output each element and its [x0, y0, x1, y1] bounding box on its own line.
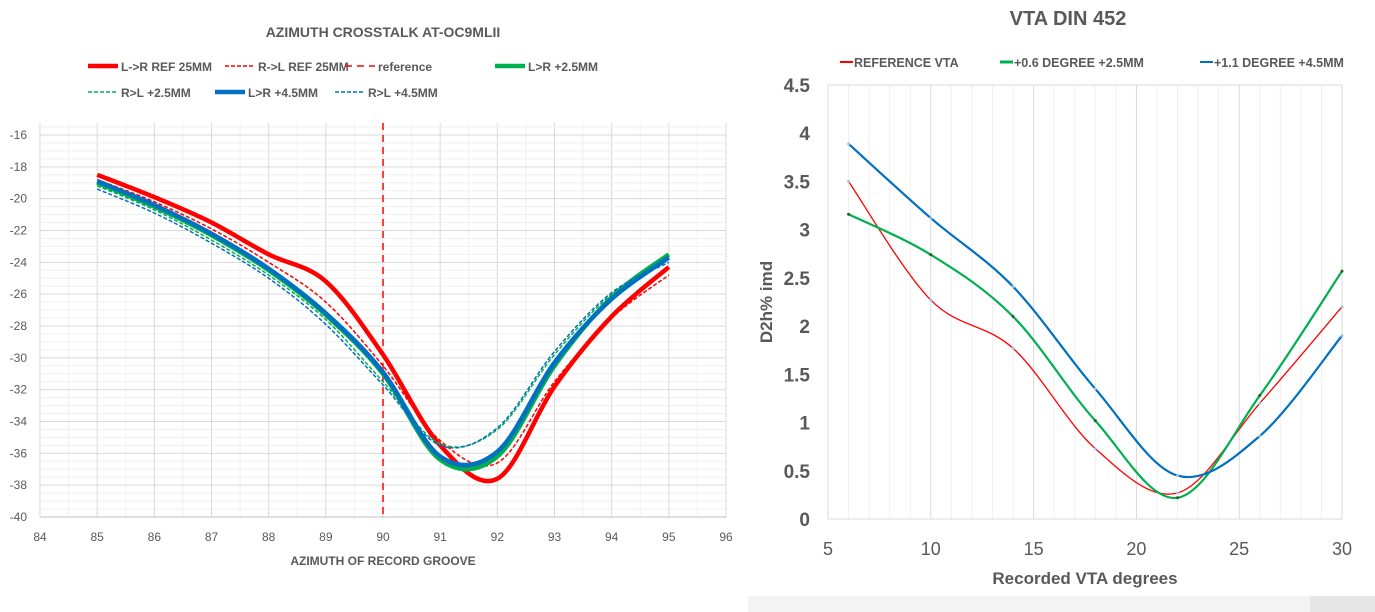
- legend-label: R>L +4.5MM: [368, 86, 438, 100]
- x-tick-label: 5: [823, 539, 833, 559]
- data-point: [1011, 314, 1015, 318]
- data-point: [1340, 334, 1344, 338]
- data-point: [1011, 346, 1015, 350]
- x-axis-title: AZIMUTH OF RECORD GROOVE: [290, 554, 475, 568]
- x-tick-label: 89: [319, 530, 333, 544]
- legend-label: R>L +2.5MM: [121, 86, 191, 100]
- y-tick-label: -32: [10, 383, 28, 397]
- data-point: [1011, 285, 1015, 289]
- y-tick-label: -28: [10, 319, 28, 333]
- y-tick-label: 0.5: [784, 462, 811, 483]
- x-tick-label: 30: [1332, 539, 1352, 559]
- x-tick-label: 88: [262, 530, 276, 544]
- x-axis-title: Recorded VTA degrees: [992, 569, 1177, 588]
- x-tick-label: 10: [921, 539, 941, 559]
- legend-label: REFERENCE VTA: [854, 56, 959, 70]
- legend-label: L->R REF 25MM: [121, 60, 212, 74]
- series-line-6: [96, 188, 670, 449]
- x-tick-label: 87: [205, 530, 219, 544]
- vta-chart: 5 10 15 20 25 30 0 0.5 1 1.5 2 2.5 3 3.5 4 4.5 VTA DIN 4…: [757, 8, 1352, 588]
- legend-label: L>R +4.5MM: [248, 86, 318, 100]
- y-axis-title: D2h% imd: [757, 261, 776, 343]
- data-point: [1340, 269, 1344, 273]
- data-point: [1093, 419, 1097, 423]
- series-line-1: [96, 178, 670, 467]
- series-line-0: [96, 172, 671, 484]
- bottom-strip: [748, 596, 1375, 612]
- x-tick-label: 90: [376, 530, 390, 544]
- x-tick-label: 96: [719, 530, 733, 544]
- scroll-corner: [1310, 596, 1375, 612]
- x-tick-label: 95: [662, 530, 676, 544]
- y-tick-label: 4.5: [784, 76, 811, 97]
- azimuth-chart: 84 85 86 87 88 89 90 91 92 93 94 95 96 -16 -18 -20 -22 -2…: [10, 24, 733, 568]
- y-tick-label: -30: [10, 351, 28, 365]
- y-tick-label: 3.5: [784, 172, 811, 193]
- legend-label: +0.6 DEGREE +2.5MM: [1014, 56, 1144, 70]
- data-point: [1093, 387, 1097, 391]
- y-tick-label: 2.5: [784, 269, 811, 290]
- x-tick-label: 92: [491, 530, 505, 544]
- legend-label: R->L REF 25MM: [258, 60, 349, 74]
- x-tick-label: 86: [148, 530, 162, 544]
- y-tick-label: 1: [799, 414, 810, 435]
- data-point: [1176, 474, 1180, 478]
- y-tick-label: -18: [10, 160, 28, 174]
- legend-label: +1.1 DEGREE +4.5MM: [1214, 56, 1344, 70]
- y-tick-label: -34: [10, 415, 28, 429]
- y-tick-label: 0: [799, 510, 810, 531]
- series-line-5: [96, 179, 671, 468]
- y-tick-label: 4: [799, 124, 810, 145]
- y-tick-label: -22: [10, 224, 28, 238]
- y-tick-label: -26: [10, 287, 28, 301]
- data-point: [929, 298, 933, 302]
- data-point: [1340, 305, 1344, 309]
- series-line-4: [96, 185, 670, 448]
- x-tick-label: 94: [605, 530, 619, 544]
- x-tick-label: 84: [33, 530, 47, 544]
- chart-title: VTA DIN 452: [1010, 8, 1127, 30]
- data-point: [1176, 491, 1180, 495]
- x-tick-label: 25: [1229, 539, 1249, 559]
- y-tick-label: 2: [799, 317, 810, 338]
- legend-label: L>R +2.5MM: [528, 60, 598, 74]
- y-tick-label: -16: [10, 128, 28, 142]
- data-point: [929, 216, 933, 220]
- data-point: [847, 212, 851, 216]
- x-tick-label: 85: [90, 530, 104, 544]
- chart-title: AZIMUTH CROSSTALK AT-OC9MLII: [266, 24, 501, 40]
- data-point: [847, 179, 851, 183]
- legend-label: reference: [378, 60, 432, 74]
- y-tick-label: 1.5: [784, 365, 811, 386]
- data-point: [929, 253, 933, 257]
- y-tick-label: 3: [799, 221, 810, 242]
- data-point: [1258, 401, 1262, 405]
- data-point: [1176, 496, 1180, 500]
- data-point: [1258, 434, 1262, 438]
- y-tick-label: -24: [10, 255, 28, 269]
- x-tick-label: 91: [433, 530, 447, 544]
- data-point: [1093, 447, 1097, 451]
- y-tick-label: -20: [10, 192, 28, 206]
- y-tick-label: -38: [10, 478, 28, 492]
- x-tick-label: 20: [1126, 539, 1146, 559]
- x-tick-label: 93: [548, 530, 562, 544]
- series-line-1: [848, 213, 1343, 499]
- y-tick-label: -40: [10, 510, 28, 524]
- data-point: [1258, 394, 1262, 398]
- x-tick-label: 15: [1024, 539, 1044, 559]
- y-tick-label: -36: [10, 446, 28, 460]
- data-point: [847, 142, 851, 146]
